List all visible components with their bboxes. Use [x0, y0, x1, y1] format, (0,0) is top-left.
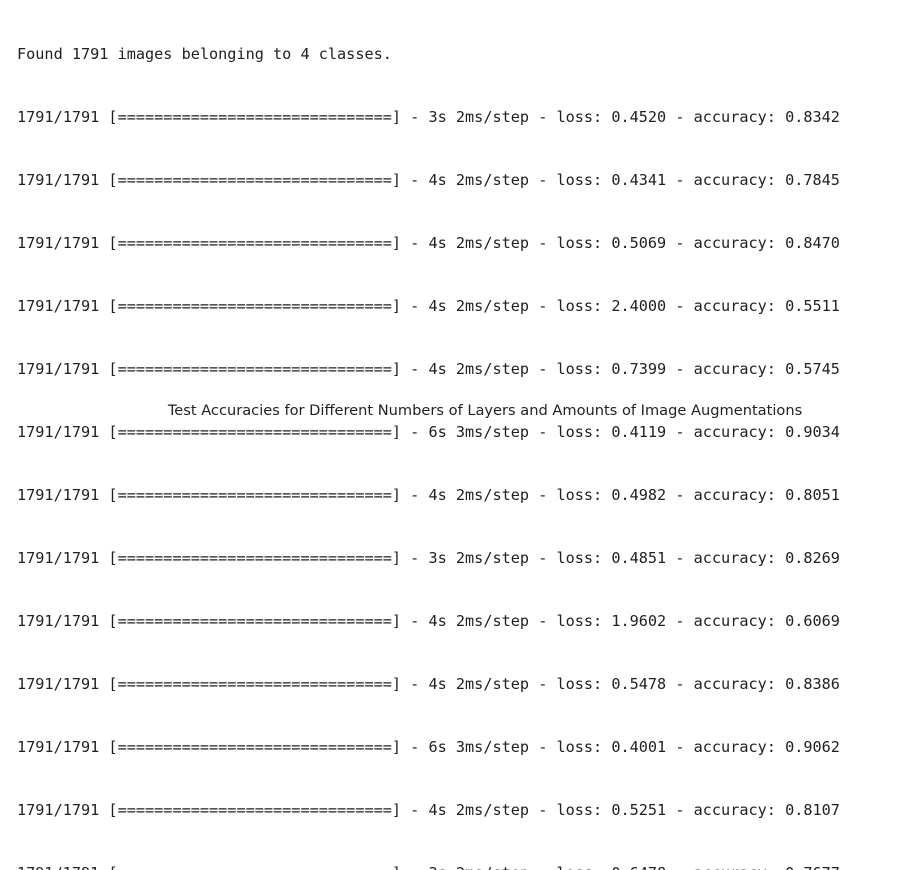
evaluation-line: 1791/1791 [=============================… — [17, 801, 840, 819]
evaluation-line: 1791/1791 [=============================… — [17, 612, 840, 630]
evaluation-line: 1791/1791 [=============================… — [17, 863, 907, 870]
evaluation-line: 1791/1791 [=============================… — [17, 108, 840, 126]
evaluation-line: 1791/1791 [=============================… — [17, 423, 840, 441]
figure-caption: Test Accuracies for Different Numbers of… — [167, 402, 803, 419]
evaluation-line: 1791/1791 [=============================… — [17, 738, 840, 756]
evaluation-line: 1791/1791 [=============================… — [17, 297, 840, 315]
evaluation-line: 1791/1791 [=============================… — [17, 360, 840, 378]
evaluation-line: 1791/1791 [=============================… — [17, 486, 840, 504]
evaluation-line: 1791/1791 [=============================… — [17, 549, 840, 567]
found-images-message: Found 1791 images belonging to 4 classes… — [17, 45, 392, 63]
evaluation-line: 1791/1791 [=============================… — [17, 675, 840, 693]
evaluation-line: 1791/1791 [=============================… — [17, 234, 840, 252]
evaluation-line: 1791/1791 [=============================… — [17, 171, 840, 189]
